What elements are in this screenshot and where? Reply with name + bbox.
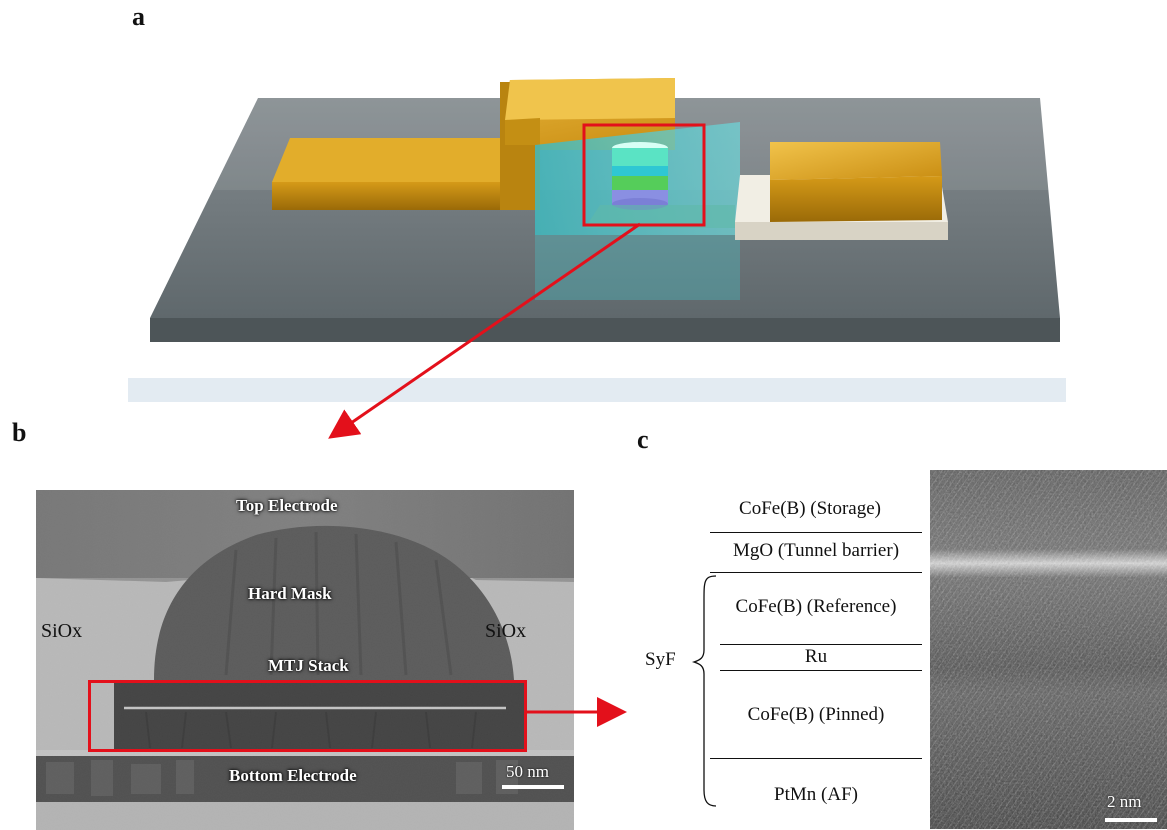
siox-label-right: SiOx: [485, 620, 527, 642]
encapsulation-front: [535, 235, 740, 300]
panel-label-a: a: [132, 2, 145, 31]
scale-bar-label-b: 50 nm: [506, 762, 549, 781]
siox-label-left: SiOx: [41, 620, 83, 642]
left-electrode-block: [272, 138, 500, 182]
layer-divider: [710, 758, 922, 759]
panel-label-b: b: [12, 418, 27, 447]
panel-label-c: c: [637, 425, 649, 454]
scale-bar-b: [502, 785, 564, 789]
layer-divider: [710, 572, 922, 573]
left-electrode-front: [272, 182, 500, 210]
scale-bar-c: [1105, 818, 1157, 822]
tem-cross-section: Top Electrode Hard Mask MTJ Stack Bottom…: [36, 490, 574, 830]
bottom-contact-pad-front: [735, 222, 948, 240]
layer-stack-diagram: CoFe(B) (Storage) MgO (Tunnel barrier) C…: [690, 470, 930, 829]
hard-mask-label: Hard Mask: [248, 584, 332, 603]
mtj-stack-highlight-box: [88, 680, 527, 752]
mtj-layer-2: [612, 166, 668, 176]
top-electrode-label: Top Electrode: [236, 496, 338, 515]
bottom-electrode-label: Bottom Electrode: [229, 766, 357, 785]
hrtem-image: [930, 470, 1167, 829]
device-3d-illustration: [128, 78, 1066, 402]
right-electrode-front: [770, 176, 942, 222]
mtj-base-pad: [585, 205, 735, 228]
layer-label-storage: CoFe(B) (Storage): [739, 498, 881, 519]
layer-divider: [710, 532, 922, 533]
layer-label-reference: CoFe(B) (Reference): [735, 596, 897, 617]
syf-group-label: SyF: [645, 649, 676, 670]
left-electrode-upper-front: [505, 118, 540, 145]
mtj-layer-3: [612, 176, 668, 190]
syf-brace: [691, 575, 717, 807]
scale-bar-label-c: 2 nm: [1107, 792, 1142, 811]
left-electrode-upper: [505, 78, 675, 120]
layer-divider: [720, 644, 922, 645]
layer-label-tunnel-barrier: MgO (Tunnel barrier): [732, 540, 900, 561]
substrate-front: [150, 318, 1060, 342]
layer-label-af: PtMn (AF): [774, 784, 858, 805]
layer-label-pinned: CoFe(B) (Pinned): [747, 704, 885, 725]
layer-label-ru: Ru: [804, 646, 828, 667]
mtj-layer-1: [612, 148, 668, 166]
floor-reflection: [128, 378, 1066, 402]
right-electrode-top: [770, 142, 942, 180]
layer-divider: [720, 670, 922, 671]
mtj-stack-label: MTJ Stack: [268, 656, 349, 675]
mtj-highlight-box: [582, 123, 706, 227]
